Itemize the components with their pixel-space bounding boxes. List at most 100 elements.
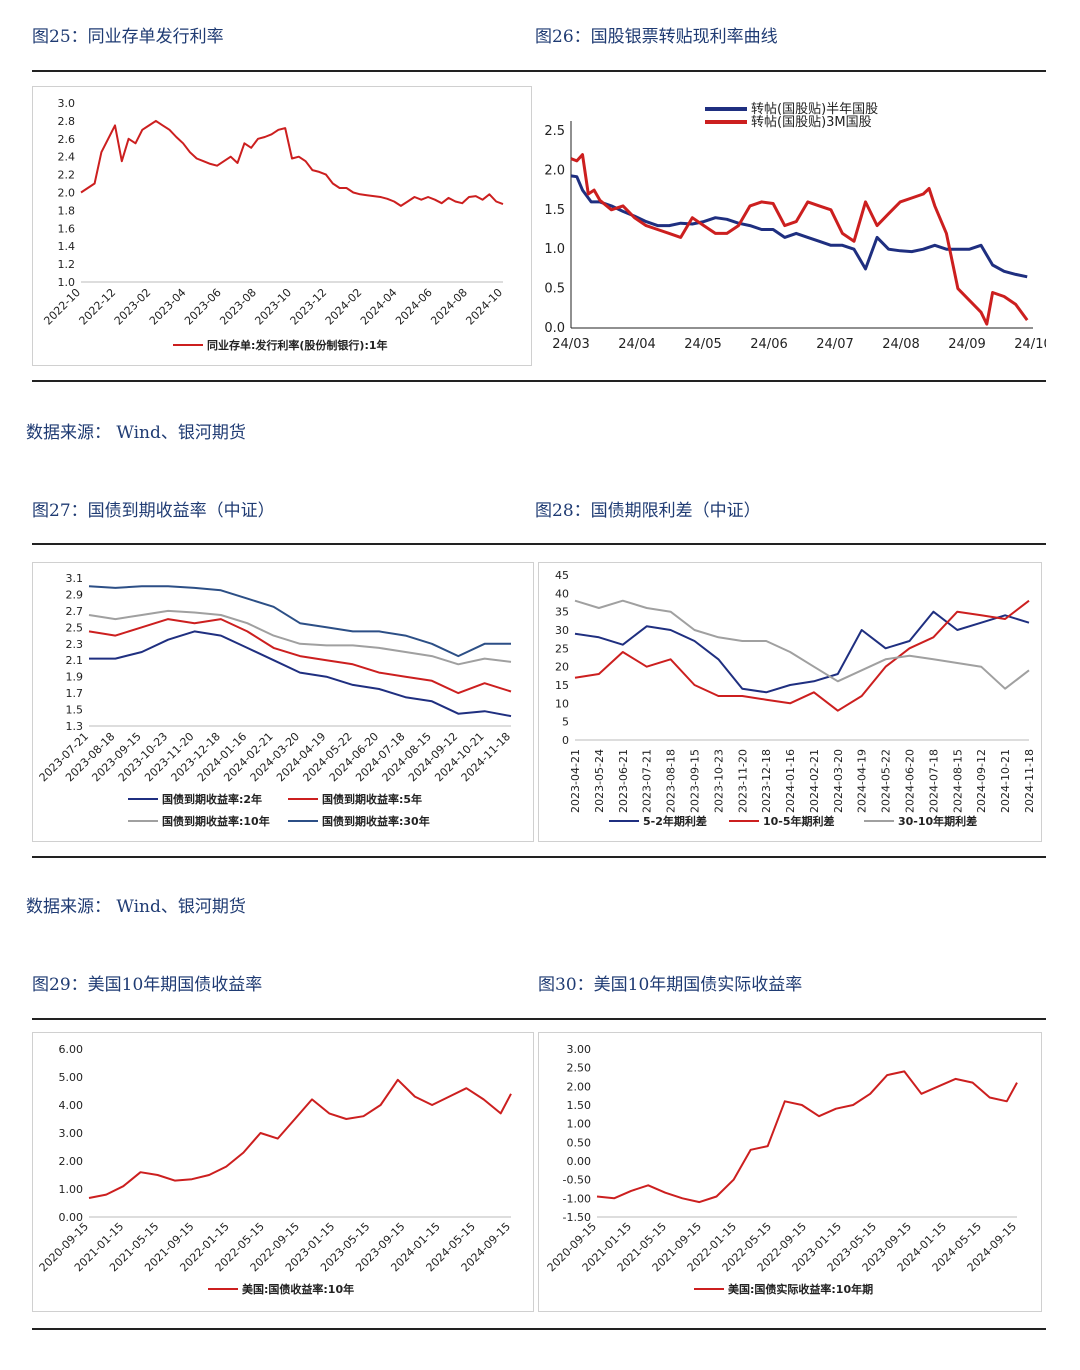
fig28-title: 图28：国债期限利差（中证） [535, 501, 761, 521]
y-tick-label: 2.1 [66, 654, 84, 667]
x-tick-label: 2024-02-21 [808, 749, 821, 813]
y-tick-label: 1.50 [567, 1099, 592, 1112]
series-line [88, 618, 512, 695]
fig27-title: 图27：国债到期收益率（中证） [32, 501, 275, 521]
x-tick-label: 24/10 [1014, 337, 1046, 352]
y-tick-label: 1.9 [66, 671, 84, 684]
y-tick-label: 1.7 [66, 687, 84, 700]
y-tick-label: 15 [555, 679, 569, 692]
y-tick-label: 2.00 [567, 1080, 592, 1093]
x-tick-label: 24/06 [750, 337, 787, 352]
series-line [570, 174, 1028, 279]
x-tick-label: 2024-04 [358, 286, 400, 328]
y-tick-label: 2.50 [567, 1062, 592, 1075]
y-tick-label: 2.3 [66, 638, 84, 651]
x-tick-label: 2022-10 [41, 286, 83, 328]
x-tick-label: 24/08 [882, 337, 919, 352]
x-tick-label: 24/07 [816, 337, 853, 352]
x-tick-label: 2024-05-22 [880, 749, 893, 813]
y-tick-label: 2.4 [58, 151, 76, 164]
legend-label: 国债到期收益率:10年 [162, 814, 270, 828]
y-tick-label: 3.0 [58, 97, 76, 110]
x-tick-label: 2023-11-20 [736, 749, 749, 813]
divider [32, 856, 1046, 858]
legend-label: 美国:国债实际收益率:10年期 [728, 1282, 873, 1296]
x-tick-label: 2023-08 [217, 286, 259, 328]
series-line [88, 609, 512, 666]
y-tick-label: 0.00 [567, 1155, 592, 1168]
x-tick-label: 2023-12 [288, 286, 330, 328]
x-tick-label: 24/04 [618, 337, 655, 352]
y-tick-label: 1.0 [544, 242, 565, 257]
x-tick-label: 2024-04-19 [856, 749, 869, 813]
divider [32, 1018, 1046, 1020]
y-tick-label: 3.00 [59, 1127, 84, 1140]
y-tick-label: 5 [562, 716, 569, 729]
y-tick-label: 2.0 [58, 187, 76, 200]
y-tick-label: 0.0 [544, 321, 565, 336]
divider [32, 543, 1046, 545]
y-tick-label: 0.5 [544, 282, 565, 297]
x-tick-label: 2024-07-18 [927, 749, 940, 813]
fig29-title: 图29：美国10年期国债收益率 [32, 975, 263, 995]
x-tick-label: 2024-06 [393, 286, 435, 328]
source-note: 数据来源： Wind、银河期货 [26, 897, 246, 917]
legend-label: 5-2年期利差 [643, 814, 707, 828]
y-tick-label: 2.0 [544, 163, 565, 178]
y-tick-label: 2.6 [58, 133, 76, 146]
y-tick-label: 1.00 [59, 1183, 84, 1196]
y-tick-label: 2.8 [58, 115, 76, 128]
y-tick-label: 1.4 [58, 240, 76, 253]
x-tick-label: 2024-10 [463, 286, 505, 328]
x-tick-label: 24/05 [684, 337, 721, 352]
y-tick-label: 2.5 [544, 124, 565, 139]
x-tick-label: 2024-09-12 [975, 749, 988, 813]
y-tick-label: -0.50 [563, 1174, 591, 1187]
y-tick-label: 2.9 [66, 588, 84, 601]
y-tick-label: 2.7 [66, 605, 84, 618]
fig26-title: 图26：国股银票转贴现利率曲线 [535, 27, 778, 47]
x-tick-label: 2023-02 [112, 286, 154, 328]
y-tick-label: 2.00 [59, 1155, 84, 1168]
legend-label: 国债到期收益率:2年 [162, 792, 262, 806]
series-line [574, 610, 1030, 694]
fig25-svg: 3.0 2.8 2.6 2.4 2.2 2.0 1.8 1.6 1.4 1.2 1.02022-10… [41, 97, 505, 352]
x-tick-label: 2024-03-20 [832, 749, 845, 813]
y-tick-label: 1.3 [66, 720, 84, 733]
y-tick-label: 2.5 [66, 621, 84, 634]
y-tick-label: 1.8 [58, 204, 76, 217]
series-line [596, 1070, 1018, 1204]
x-tick-label: 2023-10 [252, 286, 294, 328]
x-tick-label: 2023-07-21 [641, 749, 654, 813]
x-tick-label: 2023-06-21 [617, 749, 630, 813]
series-line [574, 599, 1030, 712]
series-line [574, 599, 1030, 690]
legend-label: 30-10年期利差 [898, 814, 977, 828]
x-tick-label: 2024-08-15 [951, 749, 964, 813]
series-line [80, 119, 504, 207]
x-tick-label: 2023-09-15 [688, 749, 701, 813]
y-tick-label: 3.00 [567, 1043, 592, 1056]
x-tick-label: 2023-10-23 [712, 749, 725, 813]
fig25-title: 图25：同业存单发行利率 [32, 27, 224, 47]
y-tick-label: 1.00 [567, 1118, 592, 1131]
y-tick-label: 3.1 [66, 572, 84, 585]
x-tick-label: 2023-04-21 [569, 749, 582, 813]
x-tick-label: 2024-01-16 [784, 749, 797, 813]
y-tick-label: 0.00 [59, 1211, 84, 1224]
y-tick-label: 0.50 [567, 1136, 592, 1149]
x-tick-label: 2023-12-18 [760, 749, 773, 813]
legend-label: 转帖(国股贴)3M国股 [751, 115, 872, 130]
series-line [89, 630, 512, 718]
fig26-svg: 2.5 2.0 1.5 1.0 0.5 0.024/03 24/04 24/05 24/06 24… [544, 102, 1051, 352]
legend-label: 国债到期收益率:30年 [322, 814, 430, 828]
fig30-title: 图30：美国10年期国债实际收益率 [538, 975, 803, 995]
x-tick-label: 2024-11-18 [1023, 749, 1036, 813]
y-tick-label: 1.5 [544, 203, 565, 218]
y-tick-label: 5.00 [59, 1071, 84, 1084]
y-tick-label: 4.00 [59, 1099, 84, 1112]
x-tick-label: 2024-06-20 [904, 749, 917, 813]
x-tick-label: 2023-05-24 [593, 749, 606, 813]
y-tick-label: 2.2 [58, 169, 76, 182]
